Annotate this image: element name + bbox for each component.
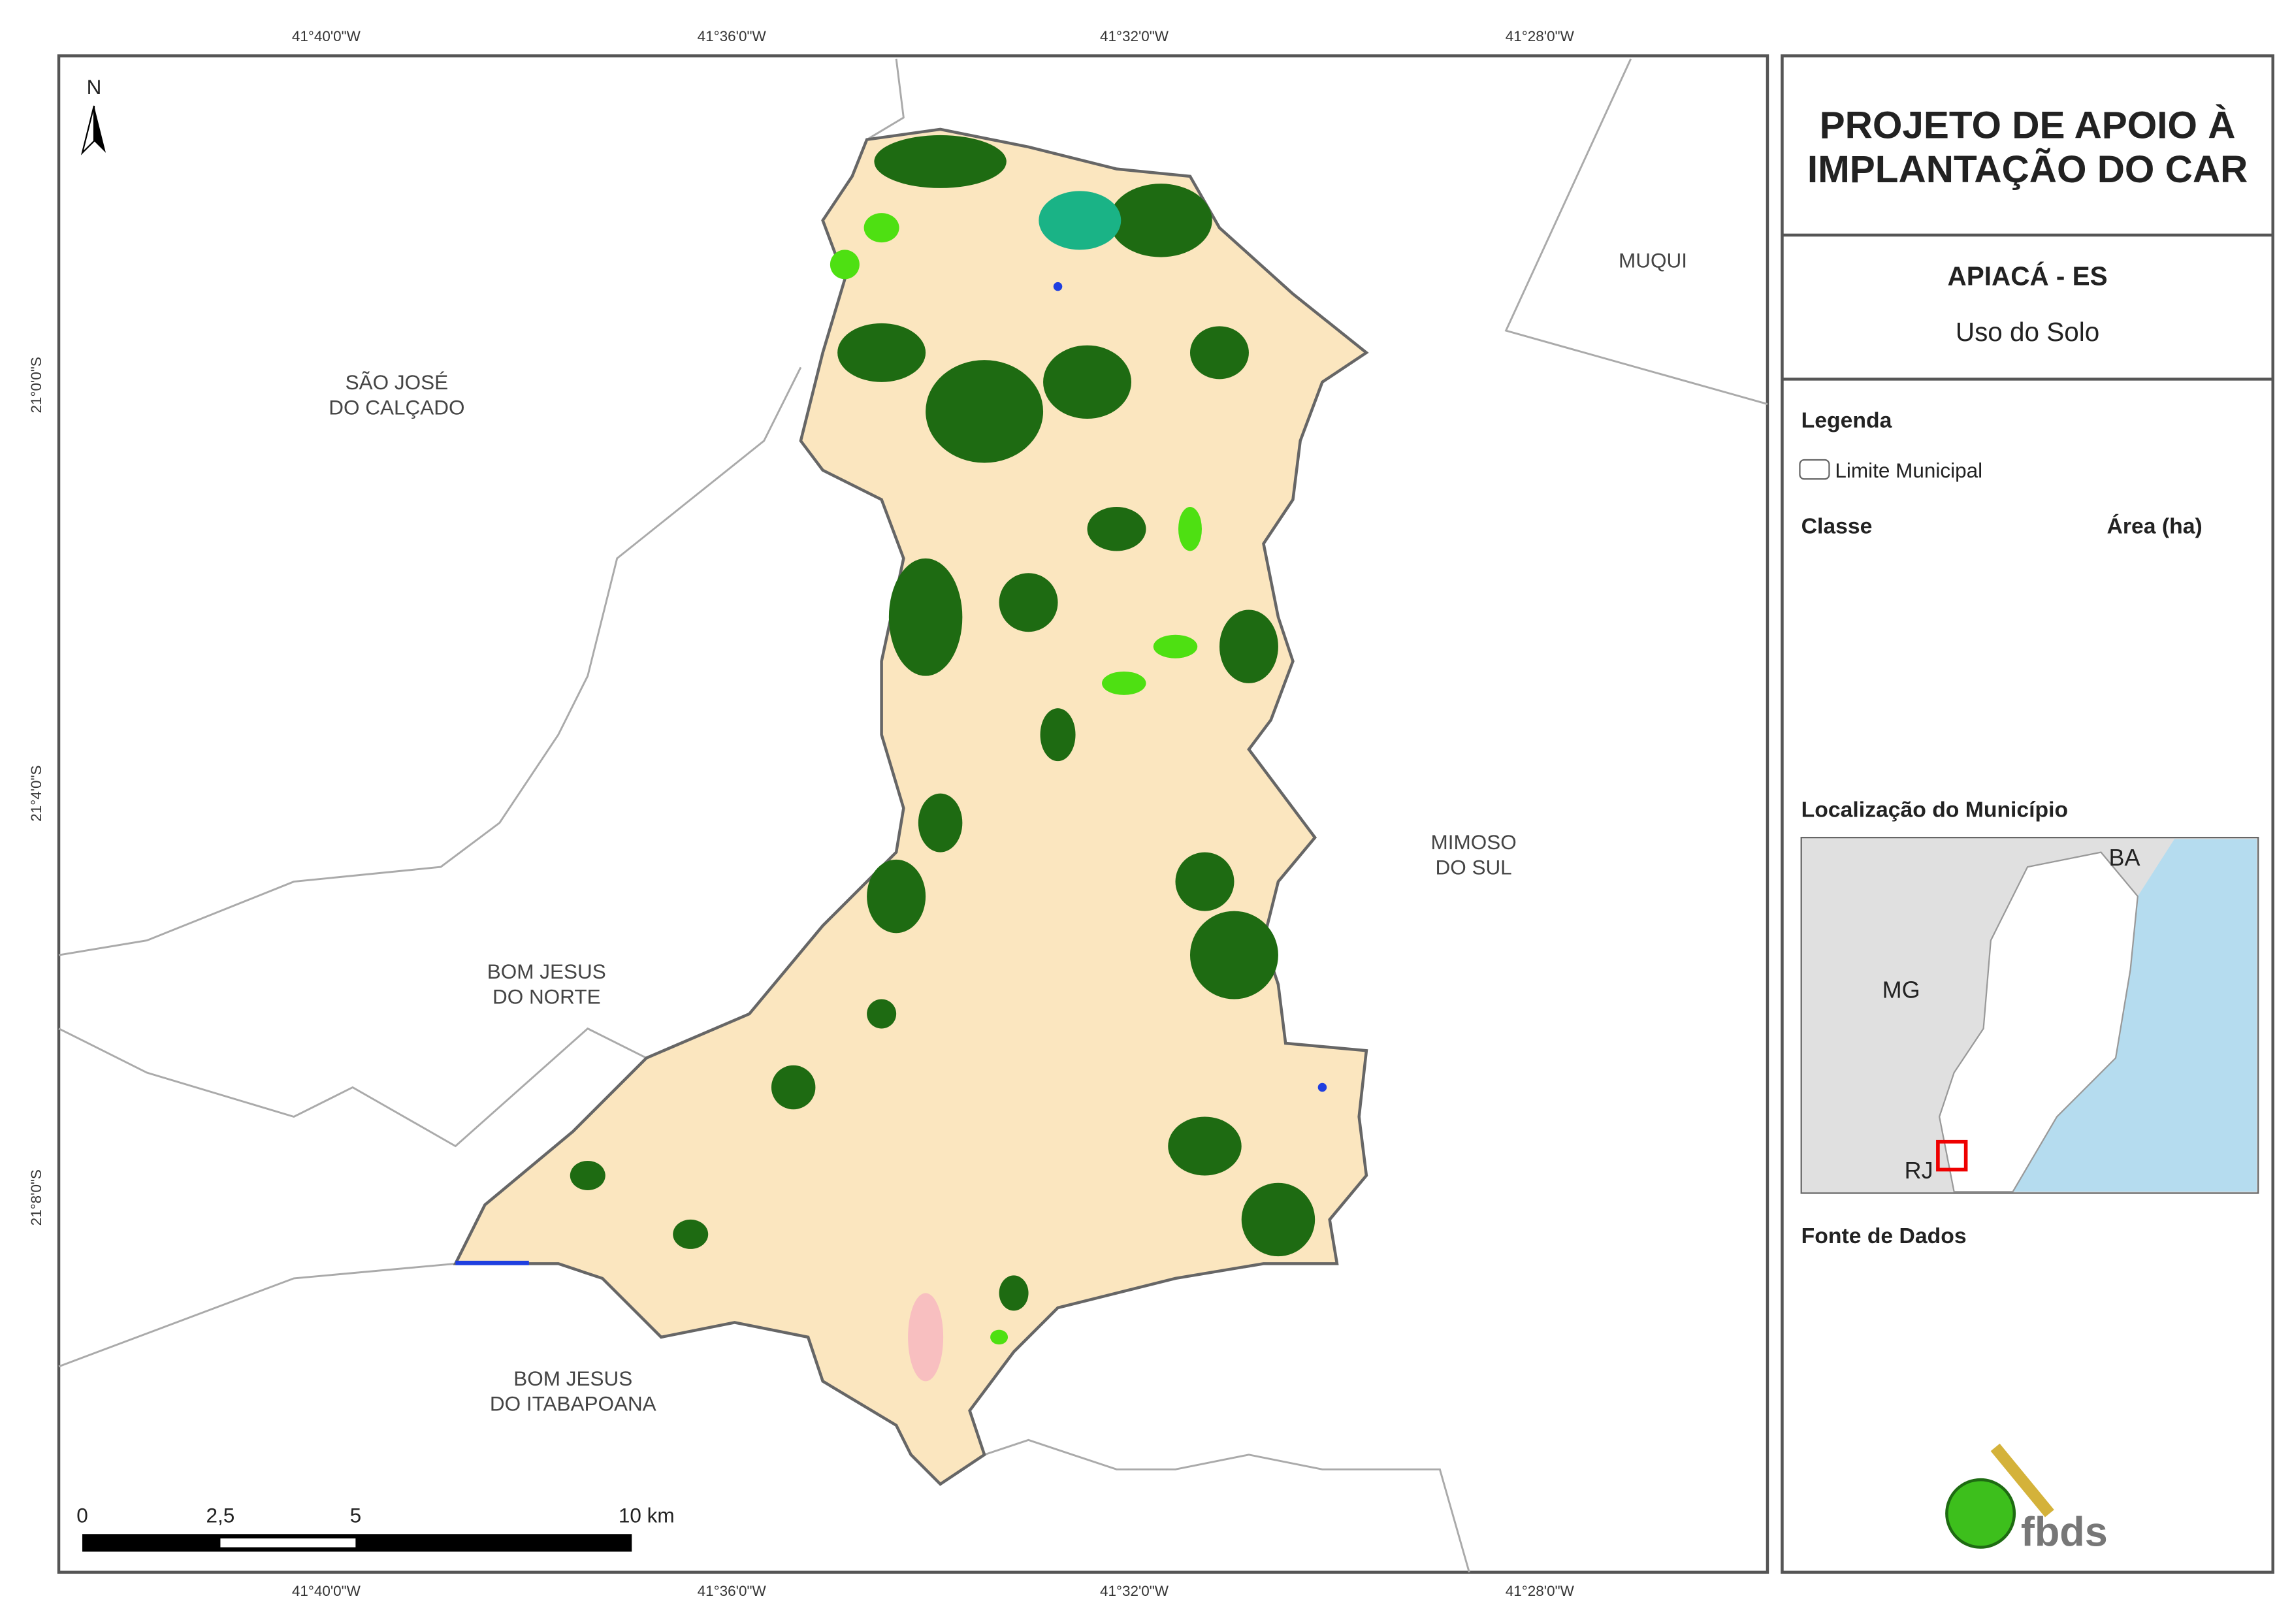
scale-label: 10 km xyxy=(619,1503,675,1527)
area-header: Área (ha) xyxy=(2107,514,2203,539)
non-forest-patch xyxy=(1039,191,1122,250)
legend-heading: Legenda xyxy=(1801,408,1892,433)
coord-label: 21°8'0"S xyxy=(28,1169,44,1226)
north-arrow xyxy=(93,105,106,153)
water-patches xyxy=(455,282,1327,1265)
map-frame: N 0 2,5 5 10 km xyxy=(57,54,1769,1574)
scale-label: 2,5 xyxy=(206,1503,235,1527)
logo-text: fbds xyxy=(2021,1509,2108,1555)
neighbor-label: DO ITABAPOANA xyxy=(490,1391,656,1415)
neighbor-label: SÃO JOSÉ xyxy=(346,370,448,394)
logo-bar xyxy=(1990,1443,2054,1518)
inset-label: RJ xyxy=(1905,1157,1933,1184)
built-area xyxy=(908,1293,944,1382)
coord-label: 41°40'0"W xyxy=(292,1583,361,1599)
neighbor-label: DO NORTE xyxy=(492,984,601,1008)
coord-label: 41°40'0"W xyxy=(292,28,361,44)
logo-circle xyxy=(1945,1478,2016,1549)
municipality: APIACÁ - ES xyxy=(1948,261,2108,291)
coord-label: 41°32'0"W xyxy=(1100,1583,1169,1599)
neighbor-label: MIMOSO xyxy=(1431,830,1517,854)
class-header: Classe xyxy=(1801,514,1873,539)
forest-patches xyxy=(570,135,1315,1311)
scale-label: 5 xyxy=(350,1503,362,1527)
coord-label: 41°32'0"W xyxy=(1100,28,1169,44)
title: IMPLANTAÇÃO DO CAR xyxy=(1807,148,2248,191)
panel-border xyxy=(1781,54,2274,1574)
neighbor-label: DO CALÇADO xyxy=(329,395,464,419)
panel: PROJETO DE APOIO À IMPLANTAÇÃO DO CAR AP… xyxy=(1781,54,2274,1574)
sea xyxy=(2012,839,2257,1192)
inset-label: BA xyxy=(2109,844,2140,871)
source-heading: Fonte de Dados xyxy=(1801,1224,1967,1248)
scale-bar xyxy=(82,1534,632,1552)
coord-label: 41°28'0"W xyxy=(1506,28,1575,44)
location-marker xyxy=(1936,1139,1968,1172)
coord-label: 41°36'0"W xyxy=(698,1583,767,1599)
location-heading: Localização do Município xyxy=(1801,798,2068,822)
subtitle: Uso do Solo xyxy=(1956,317,2099,347)
scale-label: 0 xyxy=(76,1503,88,1527)
state-es xyxy=(1938,851,2139,1193)
north-arrow xyxy=(80,105,95,155)
coord-label: 21°0'0"S xyxy=(28,357,44,413)
municipality xyxy=(453,127,1369,1486)
coord-label: 41°28'0"W xyxy=(1506,1583,1575,1599)
inset-label: MG xyxy=(1882,976,1920,1003)
silviculture-patches xyxy=(830,213,1202,1345)
north-label: N xyxy=(87,75,102,99)
boundary-label: Limite Municipal xyxy=(1835,459,1982,482)
title: PROJETO DE APOIO À xyxy=(1820,103,2236,146)
neighbor-label: DO SUL xyxy=(1435,855,1511,879)
coord-label: 21°4'0"S xyxy=(28,765,44,821)
neighbor-label: MUQUI xyxy=(1619,248,1687,272)
neighbor-label: BOM JESUS xyxy=(487,960,606,983)
neighbor-boundaries xyxy=(58,58,1768,1573)
coord-label: 41°36'0"W xyxy=(698,28,767,44)
boundary-swatch xyxy=(1799,459,1830,480)
neighbor-label: BOM JESUS xyxy=(513,1367,632,1390)
